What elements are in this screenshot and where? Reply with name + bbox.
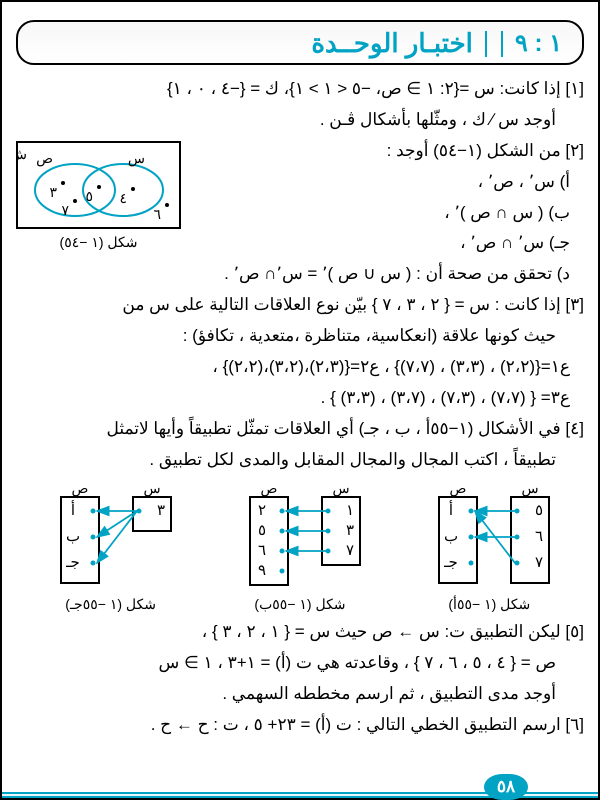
svg-text:٥: ٥	[535, 502, 543, 519]
content-body: [١] إذا كانت: س ={٢: ١ ∋ ص، −٥ < ١ > ١}،…	[16, 75, 584, 740]
map-a: س ص ٥ ٦ ٧ أب جـ شكل (١ −٥٥أ)	[419, 481, 559, 617]
maps-row: سص٣أبجـ شكل (١ −٥٥جـ) سص١٣٧٢٥٦٩ شكل (١ −…	[16, 481, 584, 617]
q5-line3: أوجد مدى التطبيق ، ثم ارسم مخططه السهمي …	[16, 680, 584, 709]
svg-text:ص: ص	[261, 481, 278, 497]
q6-line1: [٦] ارسم التطبيق الخطي التالي : ت (أ) = …	[16, 711, 584, 740]
map-b-caption: شكل (١ −٥٥ب)	[230, 593, 370, 617]
map-c: س ص ٣ أب جـ شكل (١ −٥٥جـ)	[41, 481, 181, 617]
svg-text:٧: ٧	[535, 554, 543, 571]
svg-text:ب: ب	[444, 528, 458, 545]
svg-text:س: س	[332, 481, 349, 497]
svg-text:أ: أ	[71, 500, 75, 519]
unit-header: ١ : ٩ اختبـار الوحــدة	[16, 20, 584, 65]
q2-a: أ) س٬ ، ص٬ ،	[191, 168, 584, 197]
svg-text:٥: ٥	[85, 188, 93, 204]
q4-line1: [٤] في الأشكال (١−٥٥أ ، ب ، جـ) أي العلا…	[16, 415, 584, 444]
svg-text:٦: ٦	[535, 528, 543, 545]
venn-caption: شكل (١ −٥٤)	[16, 231, 181, 255]
svg-text:جـ: جـ	[65, 554, 80, 571]
svg-text:٥: ٥	[258, 522, 266, 539]
q3-line2: حيث كونها علاقة (انعكاسية، متناظرة ،متعد…	[16, 322, 584, 351]
svg-text:س: س	[522, 481, 539, 497]
svg-text:٣: ٣	[157, 502, 165, 519]
q2-line1: [٢] من الشكل (١−٥٤) أوجد :	[191, 137, 584, 166]
q2-row: [٢] من الشكل (١−٥٤) أوجد : أ) س٬ ، ص٬ ، …	[16, 137, 584, 261]
page-frame: ١ : ٩ اختبـار الوحــدة [١] إذا كانت: س =…	[0, 0, 600, 800]
map-c-caption: شكل (١ −٥٥جـ)	[41, 593, 181, 617]
svg-text:ص: ص	[71, 481, 88, 497]
svg-text:٦: ٦	[258, 542, 266, 559]
svg-text:ب: ب	[66, 528, 80, 545]
header-number: ١ : ٩	[515, 29, 562, 58]
svg-text:٣: ٣	[49, 184, 57, 200]
q3-r1: ع١={(٢،٢) ، (٣،٣) ، (٧،٧)} ، ع٢={(٢،٣)،(…	[16, 353, 584, 382]
svg-text:١: ١	[346, 502, 354, 519]
svg-text:٦: ٦	[153, 206, 161, 222]
venn-wrapper: ش ص س ٣ ٧ ٥ ٤ ٦ شكل (١ −٥٤)	[16, 137, 181, 255]
map-b: س ص ١ ٣ ٧ ٢ ٥ ٦ ٩ شكل (١ −٥٥ب)	[230, 481, 370, 617]
header-title: اختبـار الوحــدة	[311, 28, 472, 59]
svg-text:س: س	[143, 481, 160, 497]
venn-circle-sad	[35, 164, 115, 216]
venn-svg: ش ص س ٣ ٧ ٥ ٤ ٦	[17, 145, 177, 225]
header-sep2	[485, 31, 487, 57]
q3-r2: ع٣= { (٧،٧) ، (٧،٣) ، (٣،٧) ، (٣،٣) } .	[16, 384, 584, 413]
q5-line2: ص = { ٤ ، ٥ ، ٦ ، ٧ } ، وقاعدته هي ت (أ)…	[16, 649, 584, 678]
q1-line1: [١] إذا كانت: س ={٢: ١ ∋ ص، −٥ < ١ > ١}،…	[16, 75, 584, 104]
q3-line1: [٣] إذا كانت : س = { ٢ ، ٣ ، ٧ } بيّن نو…	[16, 291, 584, 320]
venn-label-sh: ش	[17, 146, 27, 163]
map-a-svg: س ص ٥ ٦ ٧ أب جـ	[419, 481, 559, 591]
venn-label-s: س	[128, 150, 145, 167]
svg-text:٩: ٩	[258, 562, 266, 579]
q5-line1: [٥] ليكن التطبيق ت: س ← ص حيث س = { ١ ، …	[16, 618, 584, 647]
svg-text:٧: ٧	[346, 542, 354, 559]
svg-text:جـ: جـ	[443, 554, 458, 571]
svg-text:٣: ٣	[346, 522, 354, 539]
header-sep	[501, 31, 503, 57]
svg-text:٧: ٧	[61, 202, 69, 218]
page-number: ٥٨	[484, 774, 528, 800]
q1-line2: أوجد س ∕ ك ، ومثّلها بأشكال ڤـن .	[16, 106, 584, 135]
svg-text:٤: ٤	[119, 190, 127, 206]
venn-label-sad: ص	[36, 150, 53, 167]
q2-b: ب) ( س ∩ ص )٬ ،	[191, 199, 584, 228]
svg-text:٢: ٢	[258, 502, 266, 519]
q2-d: د) تحقق من صحة أن : ( س ∪ ص )٬ = س٬∩ ص٬ …	[16, 260, 584, 289]
svg-text:ص: ص	[450, 481, 467, 497]
map-c-svg: س ص ٣ أب جـ	[41, 481, 181, 591]
map-b-svg: س ص ١ ٣ ٧ ٢ ٥ ٦ ٩	[230, 481, 370, 591]
page-footer: ٥٨	[2, 792, 598, 798]
venn-diagram: ش ص س ٣ ٧ ٥ ٤ ٦	[16, 141, 181, 229]
q4-line2: تطبيقاً ، اكتب المجال والمجال المقابل وا…	[16, 446, 584, 475]
map-a-caption: شكل (١ −٥٥أ)	[419, 593, 559, 617]
q2-c: جـ) س٬ ∩ ص٬ ،	[191, 229, 584, 258]
svg-text:أ: أ	[449, 500, 453, 519]
